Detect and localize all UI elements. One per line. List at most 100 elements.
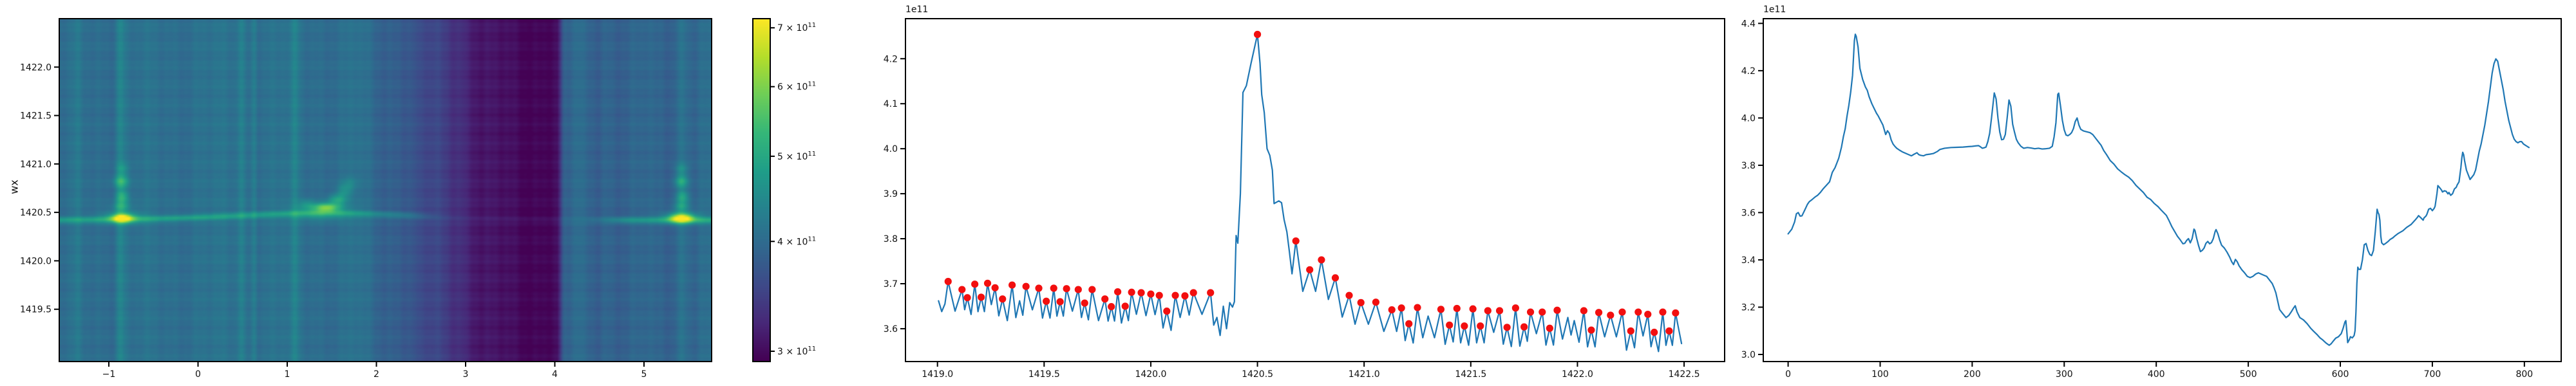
- profile-axes: 0 100 200 300 400 500 600 700 800 3.0 3.2 3.4 3.6 3.8…: [1741, 18, 2562, 380]
- peak-marker: [1035, 284, 1043, 292]
- colorbar-outline: [752, 18, 771, 362]
- peak-marker: [1388, 306, 1396, 314]
- peak-marker: [1484, 307, 1492, 315]
- peak-marker: [1672, 309, 1680, 317]
- heatmap-ylabel: wx: [8, 179, 21, 194]
- spectrum-spines: [905, 18, 1725, 362]
- peak-marker: [1108, 303, 1115, 311]
- peak-marker: [1553, 306, 1561, 314]
- peak-marker: [1318, 256, 1325, 264]
- peak-marker: [1292, 237, 1300, 245]
- peak-marker: [1405, 320, 1413, 327]
- peak-marker: [1081, 299, 1088, 307]
- peak-marker: [1618, 308, 1626, 316]
- y-tick-label: 3.0: [1741, 350, 1756, 360]
- y-tick-label: 4.2: [1741, 66, 1756, 77]
- x-tick-label: 300: [2056, 369, 2073, 380]
- peak-marker: [944, 277, 952, 286]
- x-tick-label: 1420.0: [1135, 369, 1166, 380]
- profile-line: [1787, 33, 2530, 346]
- peak-marker: [1511, 304, 1519, 312]
- peak-marker: [1113, 288, 1122, 296]
- y-tick-label: 3.8: [1741, 161, 1756, 171]
- peak-marker: [1437, 306, 1445, 313]
- peak-marker: [1607, 311, 1615, 319]
- heatmap-axes: −1 0 1 2 3 4 5 1419.5 1420.0 1420.5 1421.0 1421.5 14…: [20, 18, 712, 380]
- x-tick-label: 4: [552, 369, 558, 380]
- y-tick-label: 3.8: [884, 234, 898, 244]
- peak-marker: [1469, 305, 1477, 313]
- y-tick-label: 3.9: [884, 189, 898, 199]
- peak-marker: [1147, 290, 1155, 298]
- x-tick-label: 200: [1964, 369, 1981, 380]
- x-tick-label: 1422.0: [1562, 369, 1593, 380]
- peak-marker: [1009, 281, 1016, 289]
- y-tick-label: 1419.5: [20, 305, 52, 315]
- x-tick-label: 800: [2515, 369, 2533, 380]
- x-tick-label: 1422.5: [1669, 369, 1700, 380]
- peak-marker: [1665, 327, 1673, 335]
- peak-marker: [1372, 299, 1380, 306]
- peak-marker: [958, 286, 966, 293]
- x-tick-label: 0: [195, 369, 201, 380]
- profile-offset-label: 1e11: [1763, 5, 1786, 15]
- colorbar-tick-label: 3 × 1011: [777, 345, 816, 357]
- x-tick-label: 600: [2332, 369, 2349, 380]
- peak-marker: [1043, 297, 1050, 305]
- y-tick-label: 3.6: [884, 324, 898, 335]
- x-tick-label: 1419.0: [922, 369, 953, 380]
- peak-marker: [1022, 282, 1030, 290]
- peak-marker: [1397, 304, 1405, 312]
- profile-spines: [1763, 18, 2562, 362]
- y-tick-label: 1421.0: [20, 160, 52, 170]
- peak-marker: [1526, 308, 1535, 316]
- y-tick-label: 3.7: [884, 279, 898, 290]
- peak-marker: [1128, 288, 1135, 296]
- peak-marker: [1063, 285, 1070, 293]
- peak-marker: [1121, 302, 1129, 310]
- spectrum-offset-label: 1e11: [905, 5, 929, 15]
- spectrum-axes: 1419.0 1419.5 1420.0 1420.5 1421.0 1421.5 1422…: [884, 18, 1725, 380]
- peak-marker: [1520, 323, 1528, 331]
- peak-marker: [1477, 322, 1484, 330]
- peak-marker: [1074, 286, 1082, 293]
- y-tick-label: 3.6: [1741, 208, 1756, 218]
- x-tick-label: 2: [374, 369, 379, 380]
- spectrum-plot: [938, 33, 1683, 353]
- y-tick-label: 4.0: [884, 144, 898, 154]
- y-tick-label: 3.2: [1741, 302, 1756, 313]
- spectrum-line: [938, 33, 1683, 353]
- x-tick-label: 400: [2148, 369, 2165, 380]
- peak-marker: [1163, 308, 1171, 315]
- x-tick-label: 100: [1871, 369, 1889, 380]
- colorbar-tick-label: 6 × 1011: [777, 81, 816, 93]
- peak-marker: [1189, 289, 1197, 297]
- x-tick-label: 5: [641, 369, 647, 380]
- y-tick-label: 4.2: [884, 54, 898, 64]
- peak-marker: [1088, 286, 1096, 293]
- y-tick-label: 1421.5: [20, 111, 52, 122]
- profile-plot: [1787, 33, 2530, 346]
- peak-marker: [1595, 309, 1603, 317]
- x-tick-label: 1421.0: [1349, 369, 1380, 380]
- peak-marker: [1171, 291, 1179, 299]
- colorbar-tick-label: 7 × 1011: [777, 22, 816, 33]
- peak-marker: [1050, 284, 1057, 292]
- peak-marker: [1056, 298, 1064, 306]
- x-tick-label: 1419.5: [1028, 369, 1060, 380]
- x-tick-label: 700: [2424, 369, 2441, 380]
- peak-marker: [1627, 327, 1634, 335]
- y-tick-label: 4.1: [884, 99, 898, 109]
- peak-marker: [983, 279, 992, 287]
- peak-marker: [963, 294, 971, 302]
- peak-marker: [1651, 328, 1658, 336]
- peak-marker: [1155, 291, 1163, 299]
- peak-marker: [1634, 308, 1642, 316]
- x-tick-label: 1421.5: [1455, 369, 1486, 380]
- peak-marker: [1659, 308, 1667, 316]
- peak-marker: [1503, 324, 1511, 331]
- peak-marker: [991, 284, 999, 291]
- colorbar-gradient: [753, 19, 770, 362]
- colorbar-axes: 7 × 1011 6 × 1011 5 × 1011 4 × 1011 3 × 1011: [752, 18, 816, 362]
